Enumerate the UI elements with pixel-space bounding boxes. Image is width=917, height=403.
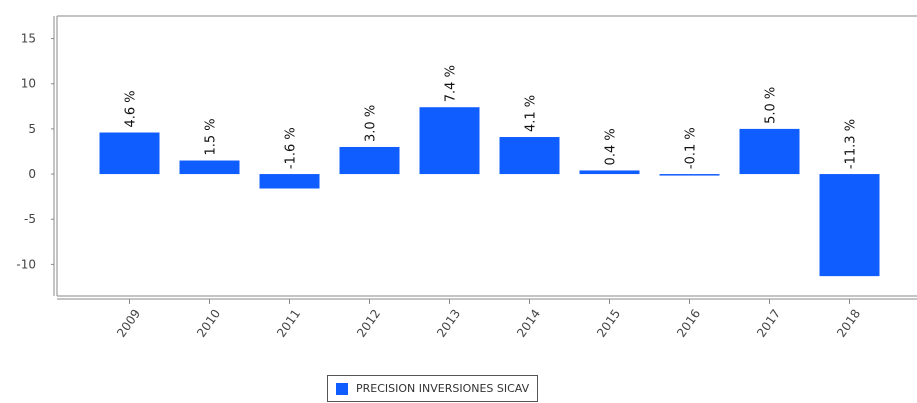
bar-value-label-2011: -1.6 % (284, 127, 299, 169)
bar-2010 (179, 160, 240, 175)
y-axis: 15 10 5 0 -5 -10 (16, 32, 54, 271)
bar-value-label-2013: 7.4 % (444, 65, 459, 102)
bar-2014 (499, 137, 560, 175)
y-tick-label: -10 (16, 257, 36, 271)
x-tick-label-2017: 2017 (754, 307, 783, 340)
bar-2018 (819, 174, 880, 277)
bar-2009 (99, 132, 160, 175)
bars (99, 107, 880, 277)
bar-value-label-2017: 5.0 % (764, 87, 779, 124)
bar-2016 (659, 174, 720, 176)
bar-2013 (419, 107, 480, 175)
bar-2015 (579, 170, 640, 175)
bar-value-label-2018: -11.3 % (844, 119, 859, 169)
x-tick-label-2018: 2018 (834, 307, 863, 340)
bar-value-label-2009: 4.6 % (124, 90, 139, 127)
x-tick-label-2010: 2010 (194, 307, 223, 340)
bar-labels: 4.6 % 1.5 % -1.6 % 3.0 % 7.4 % 4.1 % 0.4 % -0.1… (124, 65, 859, 169)
bar-value-label-2016: -0.1 % (684, 127, 699, 169)
y-tick-label: 5 (28, 122, 36, 136)
bar-value-label-2014: 4.1 % (524, 95, 539, 132)
x-tick-label-2009: 2009 (114, 307, 143, 340)
bar-value-label-2015: 0.4 % (604, 128, 619, 165)
x-tick-label-2015: 2015 (594, 307, 623, 340)
bar-value-label-2012: 3.0 % (364, 105, 379, 142)
y-tick-label: 0 (28, 167, 36, 181)
bar-2017 (739, 128, 800, 175)
x-tick-label-2014: 2014 (514, 307, 543, 340)
bar-value-label-2010: 1.5 % (204, 118, 219, 155)
y-tick-label: -5 (24, 212, 36, 226)
bar-2011 (259, 174, 320, 189)
bar-2012 (339, 146, 400, 175)
x-tick-label-2012: 2012 (354, 307, 383, 340)
x-tick-label-2016: 2016 (674, 307, 703, 340)
y-tick-label: 10 (21, 77, 36, 91)
x-axis: 2009 2010 2011 2012 2013 2014 2015 2016 2017 2018 (114, 299, 863, 340)
legend: PRECISION INVERSIONES SICAV (327, 375, 539, 402)
y-tick-label: 15 (21, 32, 36, 46)
legend-label: PRECISION INVERSIONES SICAV (356, 382, 530, 395)
x-tick-label-2011: 2011 (274, 307, 303, 340)
legend-swatch (336, 382, 348, 395)
x-tick-label-2013: 2013 (434, 307, 463, 340)
